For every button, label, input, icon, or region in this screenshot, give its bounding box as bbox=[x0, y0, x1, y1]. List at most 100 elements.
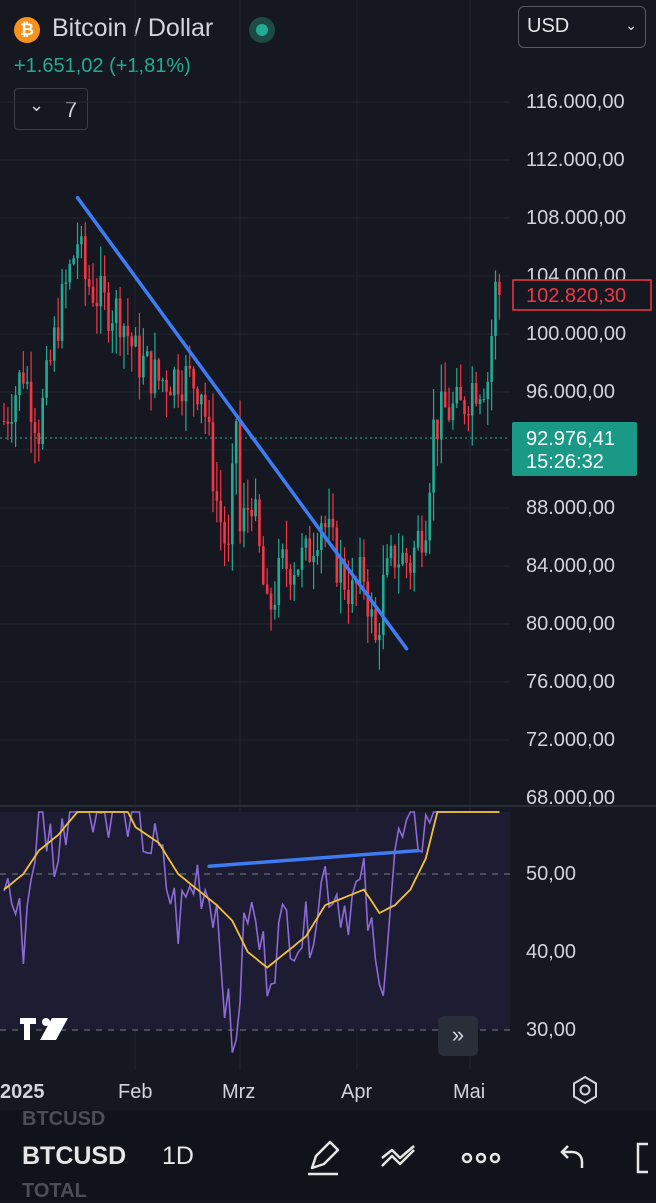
candle bbox=[494, 270, 497, 360]
candle bbox=[285, 520, 288, 588]
symbol-ghost-below: TOTAL bbox=[22, 1180, 87, 1202]
countdown-value: 15:26:32 bbox=[526, 451, 604, 473]
candle bbox=[169, 386, 172, 396]
tradingview-logo-icon bbox=[20, 1018, 68, 1040]
symbol-ghost-above: BTCUSD bbox=[22, 1108, 106, 1130]
candle bbox=[76, 222, 79, 279]
prev-close-value: 92.976,41 bbox=[526, 428, 615, 450]
candle bbox=[482, 388, 486, 403]
candle bbox=[490, 319, 493, 411]
candle bbox=[203, 382, 207, 435]
draw-pen-icon[interactable] bbox=[300, 1136, 346, 1180]
candle bbox=[447, 387, 451, 423]
candle bbox=[215, 462, 219, 523]
price-change: +1.651,02 (+1,81%) bbox=[14, 55, 191, 77]
candle bbox=[219, 469, 223, 551]
downtrend-line[interactable] bbox=[75, 195, 409, 651]
candle bbox=[145, 345, 149, 358]
candle bbox=[281, 543, 284, 569]
candle bbox=[451, 391, 455, 430]
candle bbox=[60, 269, 64, 349]
fullscreen-icon[interactable] bbox=[626, 1136, 656, 1180]
candle bbox=[192, 366, 195, 417]
time-axis[interactable]: 2025 Feb Mrz Apr Mai bbox=[0, 1081, 485, 1103]
candle bbox=[308, 525, 312, 563]
candle bbox=[273, 581, 277, 620]
chart-style-icon[interactable] bbox=[376, 1136, 422, 1180]
candle bbox=[45, 345, 48, 406]
candle bbox=[343, 547, 346, 600]
time-tick-label: Mai bbox=[453, 1081, 485, 1103]
last-price-value: 102.820,30 bbox=[526, 285, 626, 307]
candle bbox=[405, 547, 408, 579]
candle bbox=[401, 535, 404, 567]
candle bbox=[420, 515, 424, 568]
candle bbox=[95, 278, 99, 334]
candle bbox=[118, 286, 122, 356]
candle bbox=[126, 298, 130, 355]
candle bbox=[134, 327, 137, 348]
candle bbox=[467, 405, 470, 432]
candle bbox=[2, 403, 6, 426]
candlestick-series bbox=[2, 222, 501, 670]
candle bbox=[68, 259, 72, 290]
chevron-down-icon: ⌄ bbox=[625, 17, 637, 33]
candle bbox=[277, 538, 281, 618]
candle bbox=[416, 515, 420, 551]
candle bbox=[443, 362, 447, 408]
candle bbox=[486, 371, 490, 426]
indicators-toggle-button[interactable]: ⌄ 7 bbox=[14, 88, 88, 130]
expand-chevron-icon[interactable]: » bbox=[438, 1016, 478, 1056]
candle bbox=[455, 367, 459, 409]
chart-canvas[interactable]: 116.000,00112.000,00108.000,00104.000,00… bbox=[0, 0, 656, 1110]
time-tick-label: Feb bbox=[118, 1081, 152, 1103]
candle bbox=[161, 377, 164, 393]
candle bbox=[436, 419, 439, 467]
interval-button[interactable]: 1D bbox=[162, 1142, 194, 1170]
rsi-tick-label: 30,00 bbox=[526, 1019, 576, 1041]
rsi-divergence-line[interactable] bbox=[207, 848, 420, 868]
candle bbox=[196, 386, 199, 411]
time-tick-label: Apr bbox=[341, 1081, 372, 1103]
candle bbox=[25, 366, 29, 390]
candle bbox=[327, 488, 331, 540]
candle bbox=[10, 394, 14, 443]
currency-select[interactable]: USD ⌄ bbox=[518, 6, 646, 48]
candle bbox=[378, 622, 381, 670]
chevron-down-icon: ⌄ bbox=[29, 95, 45, 115]
chart-header: ₿ Bitcoin / Dollar +1.651,02 (+1,81%) US… bbox=[0, 0, 656, 135]
candle bbox=[176, 354, 180, 408]
candle bbox=[432, 388, 435, 521]
rsi-tick-label: 40,00 bbox=[526, 941, 576, 963]
candle bbox=[269, 587, 273, 631]
candle bbox=[83, 222, 87, 306]
candle bbox=[409, 555, 412, 590]
candle bbox=[14, 386, 17, 448]
bitcoin-icon: ₿ bbox=[14, 17, 40, 43]
price-tick-label: 100.000,00 bbox=[526, 323, 626, 345]
candle bbox=[312, 532, 315, 590]
bottom-toolbar bbox=[0, 1110, 656, 1200]
candle bbox=[385, 544, 389, 578]
candle bbox=[351, 557, 354, 613]
candle bbox=[227, 514, 230, 562]
candle bbox=[49, 349, 52, 366]
rsi-ma-line bbox=[3, 811, 500, 969]
time-tick-label: 2025 bbox=[0, 1081, 45, 1103]
settings-gear-icon[interactable] bbox=[570, 1075, 600, 1105]
price-tick-label: 116.000,00 bbox=[526, 91, 625, 113]
candle bbox=[53, 316, 56, 372]
more-icon[interactable] bbox=[458, 1136, 504, 1180]
candle bbox=[157, 357, 161, 390]
symbol-search-button[interactable]: BTCUSD bbox=[22, 1142, 127, 1170]
candle bbox=[470, 366, 474, 446]
candle bbox=[64, 269, 68, 309]
candle bbox=[323, 515, 327, 548]
price-tick-label: 76.000,00 bbox=[526, 671, 615, 693]
candle bbox=[440, 364, 443, 464]
candle bbox=[234, 418, 238, 495]
undo-icon[interactable] bbox=[552, 1136, 598, 1180]
candle bbox=[87, 265, 91, 296]
candle bbox=[91, 262, 95, 307]
symbol-title[interactable]: Bitcoin / Dollar bbox=[52, 14, 214, 42]
